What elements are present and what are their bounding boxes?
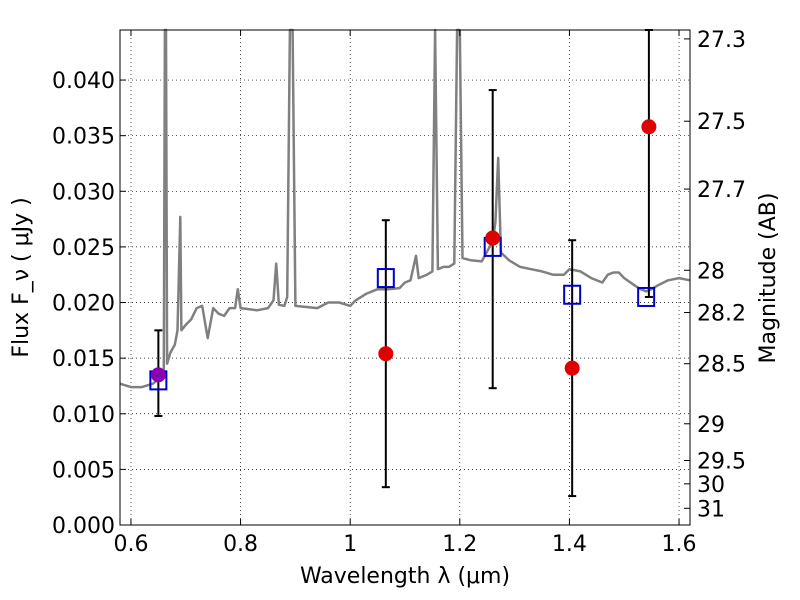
magnitude-tick-label: 30 — [697, 473, 725, 498]
y-tick-label: 0.005 — [52, 458, 115, 483]
spectrum-line — [119, 28, 691, 389]
x-tick-label: 0.6 — [113, 532, 148, 557]
y-tick-label: 0.035 — [52, 125, 115, 150]
y-axis-label: Flux F_ν ( μJy ) — [9, 197, 34, 357]
magnitude-tick-label: 31 — [697, 497, 725, 522]
x-tick-label: 1.6 — [662, 532, 697, 557]
magnitude-tick-label: 28 — [697, 259, 725, 284]
model-marker — [637, 286, 656, 307]
spectrum-polyline — [119, 28, 691, 389]
magnitude-axis-label: Magnitude (AB) — [756, 193, 781, 364]
x-tick-label: 0.8 — [223, 532, 258, 557]
plot-frame — [119, 29, 691, 526]
y-tick-label: 0.025 — [52, 236, 115, 261]
y-tick-label: 0.015 — [52, 347, 115, 372]
magnitude-tick-label: 29.5 — [697, 449, 746, 474]
x-axis-ticks: 0.6 0.8 1 1.2 1.4 1.6 — [113, 30, 697, 557]
magnitude-tick-label: 28.2 — [697, 302, 746, 327]
measurement-marker — [564, 360, 580, 376]
magnitude-tick-label: 29 — [697, 413, 725, 438]
y-tick-label: 0.000 — [52, 514, 115, 539]
y-tick-label: 0.020 — [52, 292, 115, 317]
measurement-marker — [641, 119, 657, 135]
magnitude-tick-label: 27.7 — [697, 178, 746, 203]
magnitude-tick-label: 27.5 — [697, 110, 746, 135]
measurement-marker — [150, 367, 166, 383]
y-tick-label: 0.030 — [52, 180, 115, 205]
x-tick-label: 1 — [343, 532, 357, 557]
y-tick-label: 0.040 — [52, 69, 115, 94]
measurement-marker — [378, 346, 394, 362]
x-tick-label: 1.4 — [552, 532, 587, 557]
y-tick-label: 0.010 — [52, 403, 115, 428]
model-marker — [563, 284, 582, 305]
magnitude-tick-label: 27.3 — [697, 28, 746, 53]
model-marker — [376, 268, 395, 289]
x-axis-label: Wavelength λ (μm) — [300, 564, 510, 589]
magnitude-tick-label: 28.5 — [697, 353, 746, 378]
measurement-points — [150, 119, 657, 383]
measurement-marker — [485, 230, 501, 246]
y-axis-ticks: 0.000 0.005 0.010 0.015 0.020 0.025 0.030 0.035… — [52, 69, 126, 539]
x-tick-label: 1.2 — [442, 532, 477, 557]
